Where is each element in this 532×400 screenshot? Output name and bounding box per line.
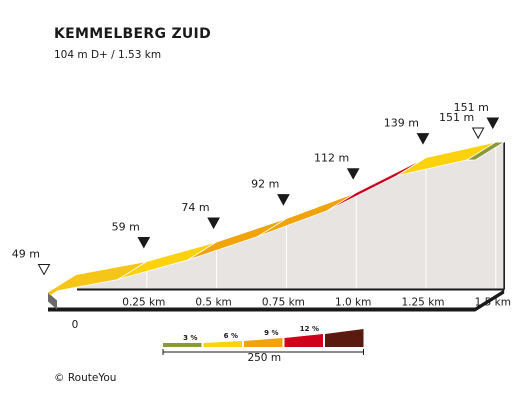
elevation-label: 112 m: [314, 152, 349, 165]
x-tick-label: 0: [72, 319, 79, 331]
chart-title: KEMMELBERG ZUID: [54, 26, 211, 42]
elevation-label: 139 m: [384, 117, 419, 130]
legend-label: 9 %: [264, 329, 278, 337]
legend-label: 12 %: [300, 325, 319, 333]
legend-swatch: [203, 341, 242, 347]
elevation-marker: [416, 133, 430, 145]
x-tick-label: 1.25 km: [401, 297, 444, 309]
base-slab: [48, 289, 505, 312]
elevation-marker: [486, 117, 500, 130]
x-tick-label: 1.0 km: [335, 297, 371, 309]
chart-subtitle: 104 m D+ / 1.53 km: [54, 49, 162, 61]
elevation-label: 151 m: [454, 101, 489, 114]
elevation-label: 59 m: [112, 221, 140, 234]
endpoint-marker: [471, 127, 485, 140]
legend-swatch: [163, 343, 202, 347]
x-tick-label: 0.5 km: [195, 297, 231, 309]
legend-scale-label: 250 m: [247, 352, 281, 364]
profile-start-cap: [48, 274, 78, 296]
x-tick-label: 0.75 km: [262, 297, 305, 309]
elevation-label: 74 m: [181, 201, 209, 214]
elevation-label: 49 m: [12, 248, 40, 261]
profile-segment: [465, 141, 506, 161]
elevation-marker: [137, 237, 151, 249]
elevation-label: 92 m: [251, 178, 279, 191]
elevation-label: 151 m: [439, 111, 474, 124]
legend-label: 3 %: [183, 334, 197, 342]
elevation-marker: [346, 168, 360, 180]
legend-swatch: [325, 329, 364, 347]
elevation-marker: [277, 194, 290, 206]
x-tick-label: 1.5 km: [475, 297, 511, 309]
endpoint-marker: [37, 264, 51, 276]
elevation-marker: [207, 217, 220, 230]
legend-label: 6 %: [224, 332, 238, 340]
x-tick-label: 0.25 km: [122, 297, 165, 309]
legend-swatch: [244, 338, 283, 347]
profile-start-side: [48, 292, 57, 310]
credit-text: © RouteYou: [54, 372, 117, 384]
legend-swatch: [284, 334, 323, 347]
